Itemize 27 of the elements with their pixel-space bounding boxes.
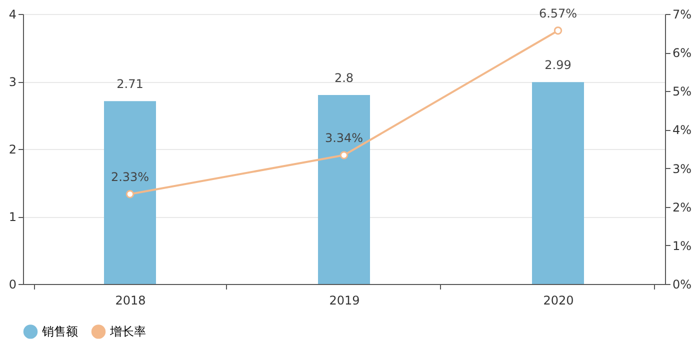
x-tick-label: 2020 — [543, 294, 574, 308]
y2-tick-label: 6% — [672, 46, 692, 60]
data-label: 3.34% — [324, 131, 364, 146]
y2-tick-label: 5% — [672, 84, 692, 99]
y2-tick-label: 3% — [672, 162, 692, 176]
y2-tick-label: 2% — [672, 200, 692, 214]
y2-tick-label: 0% — [672, 278, 692, 292]
x-tick-label: 2018 — [115, 294, 146, 308]
data-label: 2.33% — [110, 170, 150, 184]
point — [554, 26, 562, 35]
data-label: 2.71 — [116, 77, 144, 92]
y-tick-label: 1 — [8, 210, 16, 224]
y2-tick-label: 4% — [672, 123, 692, 138]
data-label: 6.57% — [538, 6, 578, 21]
y-tick-label: 3 — [8, 75, 16, 89]
data-label: 2.99 — [544, 58, 572, 72]
y-tick-label: 2 — [8, 142, 16, 156]
legend-label: 增长率 — [109, 324, 146, 339]
legend-label: 销售额 — [41, 324, 78, 339]
y2-tick-label: 7% — [672, 8, 692, 22]
point — [126, 190, 134, 198]
data-label: 2.8 — [334, 71, 354, 85]
y-tick-label: 4 — [8, 8, 16, 22]
y-tick-label: 0 — [8, 278, 16, 292]
y2-tick-label: 1% — [672, 238, 692, 253]
point — [340, 151, 348, 160]
x-tick-label: 2019 — [329, 294, 360, 308]
